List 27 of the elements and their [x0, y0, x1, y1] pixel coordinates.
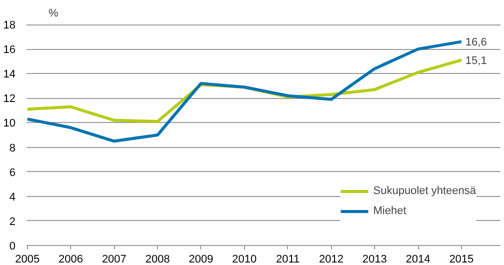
x-tick-label: 2008 — [145, 254, 170, 265]
x-tick-label: 2010 — [232, 254, 257, 265]
y-tick-label: 0 — [9, 240, 16, 252]
y-tick-label: 16 — [3, 44, 16, 56]
x-tick-label: 2007 — [102, 254, 126, 265]
y-tick-label: 8 — [9, 142, 16, 154]
line-series — [26, 40, 463, 143]
x-tick-label: 2013 — [362, 254, 387, 265]
y-tick-label: 18 — [3, 20, 16, 32]
data-label: 16,6 — [465, 36, 487, 49]
legend-label: Sukupuolet yhteensä — [373, 185, 476, 197]
x-tick-label: 2012 — [318, 254, 344, 265]
x-tick-label: 2005 — [15, 254, 40, 265]
x-tick-label: 2015 — [449, 254, 474, 265]
y-tick-label: 10 — [3, 118, 16, 130]
y-tick-label: 14 — [3, 68, 16, 81]
x-tick-label: 2014 — [406, 254, 430, 265]
legend-label: Miehet — [373, 205, 406, 217]
x-tick-label: 2011 — [276, 254, 300, 265]
data-label: 15,1 — [465, 55, 487, 68]
y-tick-label: 4 — [9, 191, 16, 204]
x-tick-label: 2009 — [188, 254, 214, 265]
y-tick-label: 2 — [9, 216, 16, 228]
y-axis-title: % — [48, 8, 58, 20]
y-tick-label: 12 — [3, 93, 16, 106]
x-tick-label: 2006 — [58, 254, 84, 265]
y-tick-label: 6 — [9, 166, 16, 179]
